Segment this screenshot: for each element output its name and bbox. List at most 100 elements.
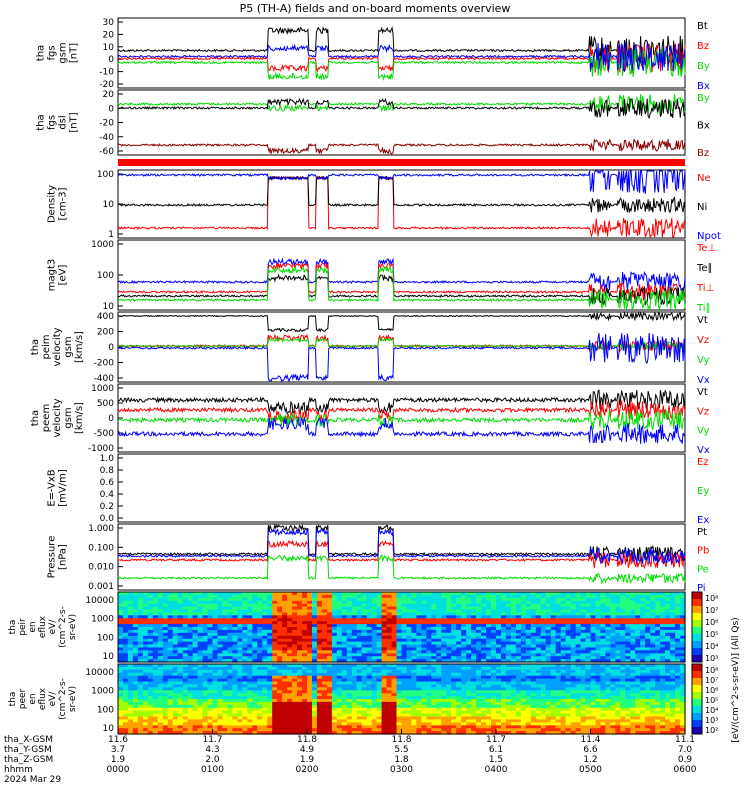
- spectrogram-cell: [361, 687, 368, 691]
- spectrogram-cell: [297, 656, 303, 660]
- spectrogram-cell: [177, 710, 184, 715]
- spectrogram-cell: [222, 725, 228, 729]
- spectrogram-cell: [172, 653, 179, 657]
- spectrogram-cell: [426, 600, 432, 605]
- spectrogram-cell: [232, 597, 238, 602]
- spectrogram-cell: [505, 664, 512, 668]
- spectrogram-cell: [346, 603, 353, 608]
- spectrogram-cell: [605, 653, 611, 657]
- spectrogram-cell: [545, 647, 552, 651]
- spectrogram-cell: [187, 713, 194, 718]
- spectrogram-cell: [147, 632, 154, 637]
- spectrogram-cell: [227, 704, 233, 709]
- spectrogram-cell: [307, 615, 313, 619]
- spectrogram-cell: [321, 725, 328, 729]
- spectrogram-cell: [326, 609, 333, 613]
- spectrogram-cell: [227, 650, 233, 654]
- spectrogram-cell: [336, 690, 343, 694]
- spectrogram-cell: [665, 656, 671, 660]
- spectrogram-cell: [267, 618, 273, 622]
- spectrogram-cell: [401, 603, 408, 608]
- spectrogram-cell: [600, 592, 606, 596]
- spectrogram-cell: [461, 687, 467, 691]
- spectrogram-cell: [535, 672, 542, 677]
- spectrogram-cell: [137, 687, 144, 691]
- spectrogram-cell: [227, 722, 233, 726]
- spectrogram-cell: [321, 678, 328, 683]
- spectrogram-cell: [371, 629, 378, 634]
- spectrogram-cell: [421, 716, 427, 720]
- spectrogram-cell: [461, 701, 467, 706]
- spectrogram-cell: [177, 629, 184, 634]
- spectrogram-cell: [217, 664, 224, 668]
- spectrogram-cell: [326, 600, 333, 605]
- spectrogram-cell: [212, 609, 219, 613]
- spectrogram-cell: [545, 669, 552, 674]
- legend-entry: Vx: [697, 375, 710, 386]
- spectrogram-cell: [123, 690, 129, 694]
- spectrogram-cell: [302, 690, 308, 694]
- spectrogram-cell: [540, 653, 547, 657]
- spectrogram-cell: [237, 710, 243, 715]
- spectrogram-cell: [386, 687, 393, 691]
- spectrogram-cell: [123, 592, 129, 596]
- spectrogram-cell: [257, 672, 263, 677]
- spectrogram-cell: [625, 644, 631, 648]
- spectrogram-cell: [307, 690, 313, 694]
- y-tick-label: 1000: [91, 240, 114, 250]
- spectrogram-cell: [182, 678, 189, 683]
- spectrogram-cell: [491, 687, 497, 691]
- spectrogram-cell: [307, 609, 313, 613]
- spectrogram-cell: [481, 597, 487, 602]
- spectrogram-cell: [277, 687, 283, 691]
- spectrogram-cell: [545, 615, 552, 619]
- y-tick-label: 0.2: [100, 502, 114, 512]
- spectrogram-cell: [505, 710, 512, 715]
- spectrogram-cell: [316, 699, 323, 703]
- spectrogram-cell: [272, 600, 278, 605]
- spectrogram-cell: [456, 707, 462, 712]
- spectrogram-cell: [326, 629, 333, 634]
- spectrogram-cell: [167, 675, 174, 680]
- spectrogram-cell: [212, 629, 219, 634]
- spectrogram-cell: [172, 728, 179, 732]
- spectrogram-cell: [371, 618, 378, 622]
- spectrogram-cell: [590, 650, 597, 654]
- spectrogram-cell: [152, 650, 159, 654]
- spectrogram-cell: [272, 699, 278, 703]
- spectrogram-cell: [262, 656, 268, 660]
- spectrogram-cell: [192, 716, 199, 720]
- spectrogram-cell: [272, 731, 278, 735]
- spectrogram-cell: [316, 678, 323, 683]
- spectrogram-cell: [187, 600, 194, 605]
- spectrogram-cell: [207, 644, 214, 648]
- y-axis-label: gsm: [58, 42, 69, 63]
- spectrogram-cell: [237, 716, 243, 720]
- spectrogram-cell: [147, 592, 154, 596]
- spectrogram-cell: [401, 728, 408, 732]
- spectrogram-cell: [505, 725, 512, 729]
- spectrogram-cell: [321, 647, 328, 651]
- spectrogram-cell: [466, 728, 472, 732]
- spectrogram-cell: [316, 647, 323, 651]
- spectrogram-cell: [331, 678, 338, 683]
- spectrogram-cell: [421, 675, 427, 680]
- spectrogram-cell: [282, 693, 288, 697]
- spectrogram-cell: [292, 722, 298, 726]
- spectrogram-cell: [640, 656, 646, 660]
- spectrogram-cell: [257, 624, 263, 628]
- spectrogram-cell: [351, 656, 358, 660]
- spectrogram-cell: [361, 600, 368, 605]
- spectrogram-cell: [202, 684, 209, 688]
- spectrogram-cell: [431, 603, 437, 608]
- spectrogram-cell: [177, 696, 184, 700]
- spectrogram-cell: [436, 656, 442, 660]
- spectrogram-cell: [535, 690, 542, 694]
- spectrogram-cell: [476, 666, 482, 671]
- spectrogram-cell: [167, 656, 174, 660]
- spectrogram-cell: [282, 722, 288, 726]
- spectrogram-cell: [366, 707, 373, 712]
- spectrogram-cell: [167, 592, 174, 596]
- spectrogram-cell: [466, 659, 472, 663]
- spectrogram-cell: [242, 719, 248, 723]
